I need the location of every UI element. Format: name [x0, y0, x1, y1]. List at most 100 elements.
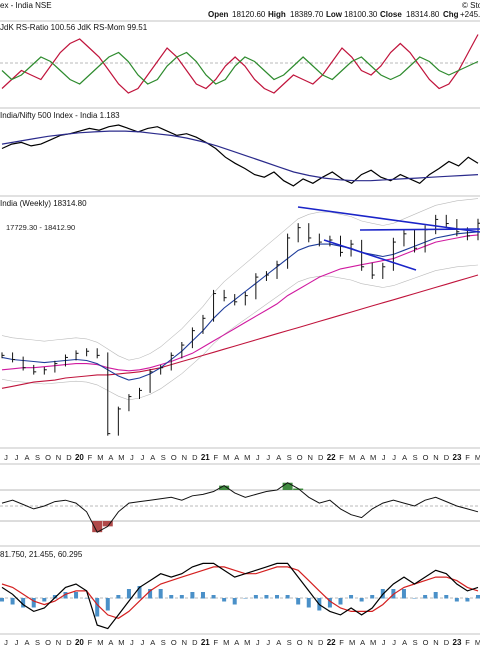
price-x-tick-label: O — [45, 453, 51, 462]
price-x-tick-label: M — [118, 453, 124, 462]
price-x-tick-label: D — [192, 453, 198, 462]
price-x-tick-label: J — [392, 453, 396, 462]
macd-histogram-bar — [454, 598, 459, 602]
rs-series-1 — [1, 130, 479, 182]
bottom-x-tick-label: M — [97, 638, 103, 647]
macd-histogram-bar — [52, 595, 57, 599]
rrg-title: JdK RS-Ratio 100.56 JdK RS-Mom 99.51 — [0, 23, 148, 32]
bottom-x-tick-label: D — [318, 638, 324, 647]
chg-value: +245. — [460, 10, 480, 19]
bottom-x-tick-label: D — [66, 638, 72, 647]
bottom-x-tick-label: A — [360, 638, 365, 647]
macd-histogram-bar — [433, 592, 438, 599]
macd-histogram-bar — [95, 598, 100, 617]
price-x-tick-label: S — [161, 453, 166, 462]
low-value: 18100.30 — [344, 10, 378, 19]
panel-frames — [0, 20, 480, 635]
macd-panel: 81.750, 21.455, 60.295 — [0, 550, 480, 630]
macd-histogram-bar — [137, 586, 142, 599]
bottom-x-tick-label: J — [130, 638, 134, 647]
price-x-tick-label: 23 — [453, 453, 462, 462]
macd-histogram-bar — [423, 595, 428, 599]
bottom-x-tick-label: F — [339, 638, 344, 647]
close-value: 18314.80 — [406, 10, 440, 19]
price-x-tick-label: J — [382, 453, 386, 462]
price-x-tick-label: M — [244, 453, 250, 462]
price-x-tick-label: D — [444, 453, 450, 462]
macd-histogram-bar — [10, 598, 15, 605]
macd-histogram-bar — [190, 592, 195, 599]
macd-histogram-bar — [359, 598, 364, 602]
price-ma-2 — [1, 234, 479, 372]
chg-label: Chg — [443, 10, 459, 19]
price-x-tick-label: D — [318, 453, 324, 462]
bottom-x-tick-label: A — [150, 638, 155, 647]
bottom-x-tick-label: M — [475, 638, 480, 647]
macd-histogram-bar — [285, 595, 290, 599]
price-x-tick-label: J — [4, 453, 8, 462]
bottom-x-tick-label: S — [413, 638, 418, 647]
macd-histogram-bar — [338, 598, 343, 605]
bottom-x-tick-label: O — [297, 638, 303, 647]
osc-oversold-fill — [92, 521, 103, 533]
rrg-series-1 — [1, 51, 479, 85]
bottom-x-tick-label: A — [234, 638, 239, 647]
price-x-tick-label: F — [339, 453, 344, 462]
open-label: Open — [208, 10, 229, 19]
osc-oversold-fill — [102, 521, 113, 527]
macd-histogram-bar — [158, 589, 163, 599]
macd-series-0 — [1, 566, 479, 619]
low-label: Low — [326, 10, 343, 19]
rs-series-0 — [1, 124, 479, 187]
macd-histogram-bar — [243, 598, 248, 599]
bottom-x-tick-label: M — [370, 638, 376, 647]
rrg-panel: JdK RS-Ratio 100.56 JdK RS-Mom 99.51 — [0, 23, 480, 94]
macd-histogram-bar — [0, 598, 4, 602]
macd-histogram-bar — [444, 595, 449, 599]
macd-histogram-bar — [349, 595, 354, 599]
macd-histogram-bar — [148, 589, 153, 599]
price-x-tick-label: A — [24, 453, 29, 462]
bottom-x-tick-label: O — [423, 638, 429, 647]
relative-strength-panel: India/Nifty 500 Index - India 1.183 — [0, 111, 479, 187]
price-x-tick-label: S — [413, 453, 418, 462]
macd-histogram-bar — [476, 595, 480, 599]
bottom-x-tick-label: 23 — [453, 638, 462, 647]
price-x-tick-label: A — [234, 453, 239, 462]
macd-histogram-bar — [31, 598, 36, 608]
price-panel: India (Weekly) 18314.80 17729.30 - 18412… — [0, 198, 480, 436]
price-x-tick-label: 22 — [327, 453, 336, 462]
rs-title: India/Nifty 500 Index - India 1.183 — [0, 111, 120, 120]
bottom-x-tick-label: M — [349, 638, 355, 647]
bottom-x-tick-label: N — [56, 638, 61, 647]
macd-histogram-bar — [105, 598, 110, 611]
bottom-x-tick-label: F — [465, 638, 470, 647]
price-x-tick-label: M — [475, 453, 480, 462]
price-x-tick-label: M — [349, 453, 355, 462]
close-label: Close — [380, 10, 402, 19]
bottom-x-tick-label: J — [256, 638, 260, 647]
bottom-x-tick-label: M — [244, 638, 250, 647]
price-x-tick-label: N — [433, 453, 438, 462]
price-x-tick-label: 21 — [201, 453, 210, 462]
bottom-x-tick-label: A — [24, 638, 29, 647]
bottom-x-tick-label: N — [307, 638, 312, 647]
macd-histogram-bar — [63, 592, 68, 599]
price-x-tick-label: F — [214, 453, 219, 462]
bottom-x-tick-label: A — [276, 638, 281, 647]
bottom-x-tick-label: F — [214, 638, 219, 647]
bottom-x-tick-label: 20 — [75, 638, 84, 647]
osc-overbought-fill — [219, 485, 230, 490]
price-x-tick-label: F — [88, 453, 93, 462]
price-x-tick-label: N — [182, 453, 187, 462]
macd-histogram-bar — [465, 598, 470, 602]
macd-histogram-bar — [126, 589, 131, 599]
macd-histogram-bar — [222, 598, 227, 602]
open-value: 18120.60 — [232, 10, 266, 19]
macd-histogram-bar — [21, 598, 26, 608]
price-x-tick-label: 20 — [75, 453, 84, 462]
price-x-tick-label: A — [276, 453, 281, 462]
site-label: © Sto — [462, 1, 480, 10]
osc-overbought-fill — [282, 482, 293, 490]
